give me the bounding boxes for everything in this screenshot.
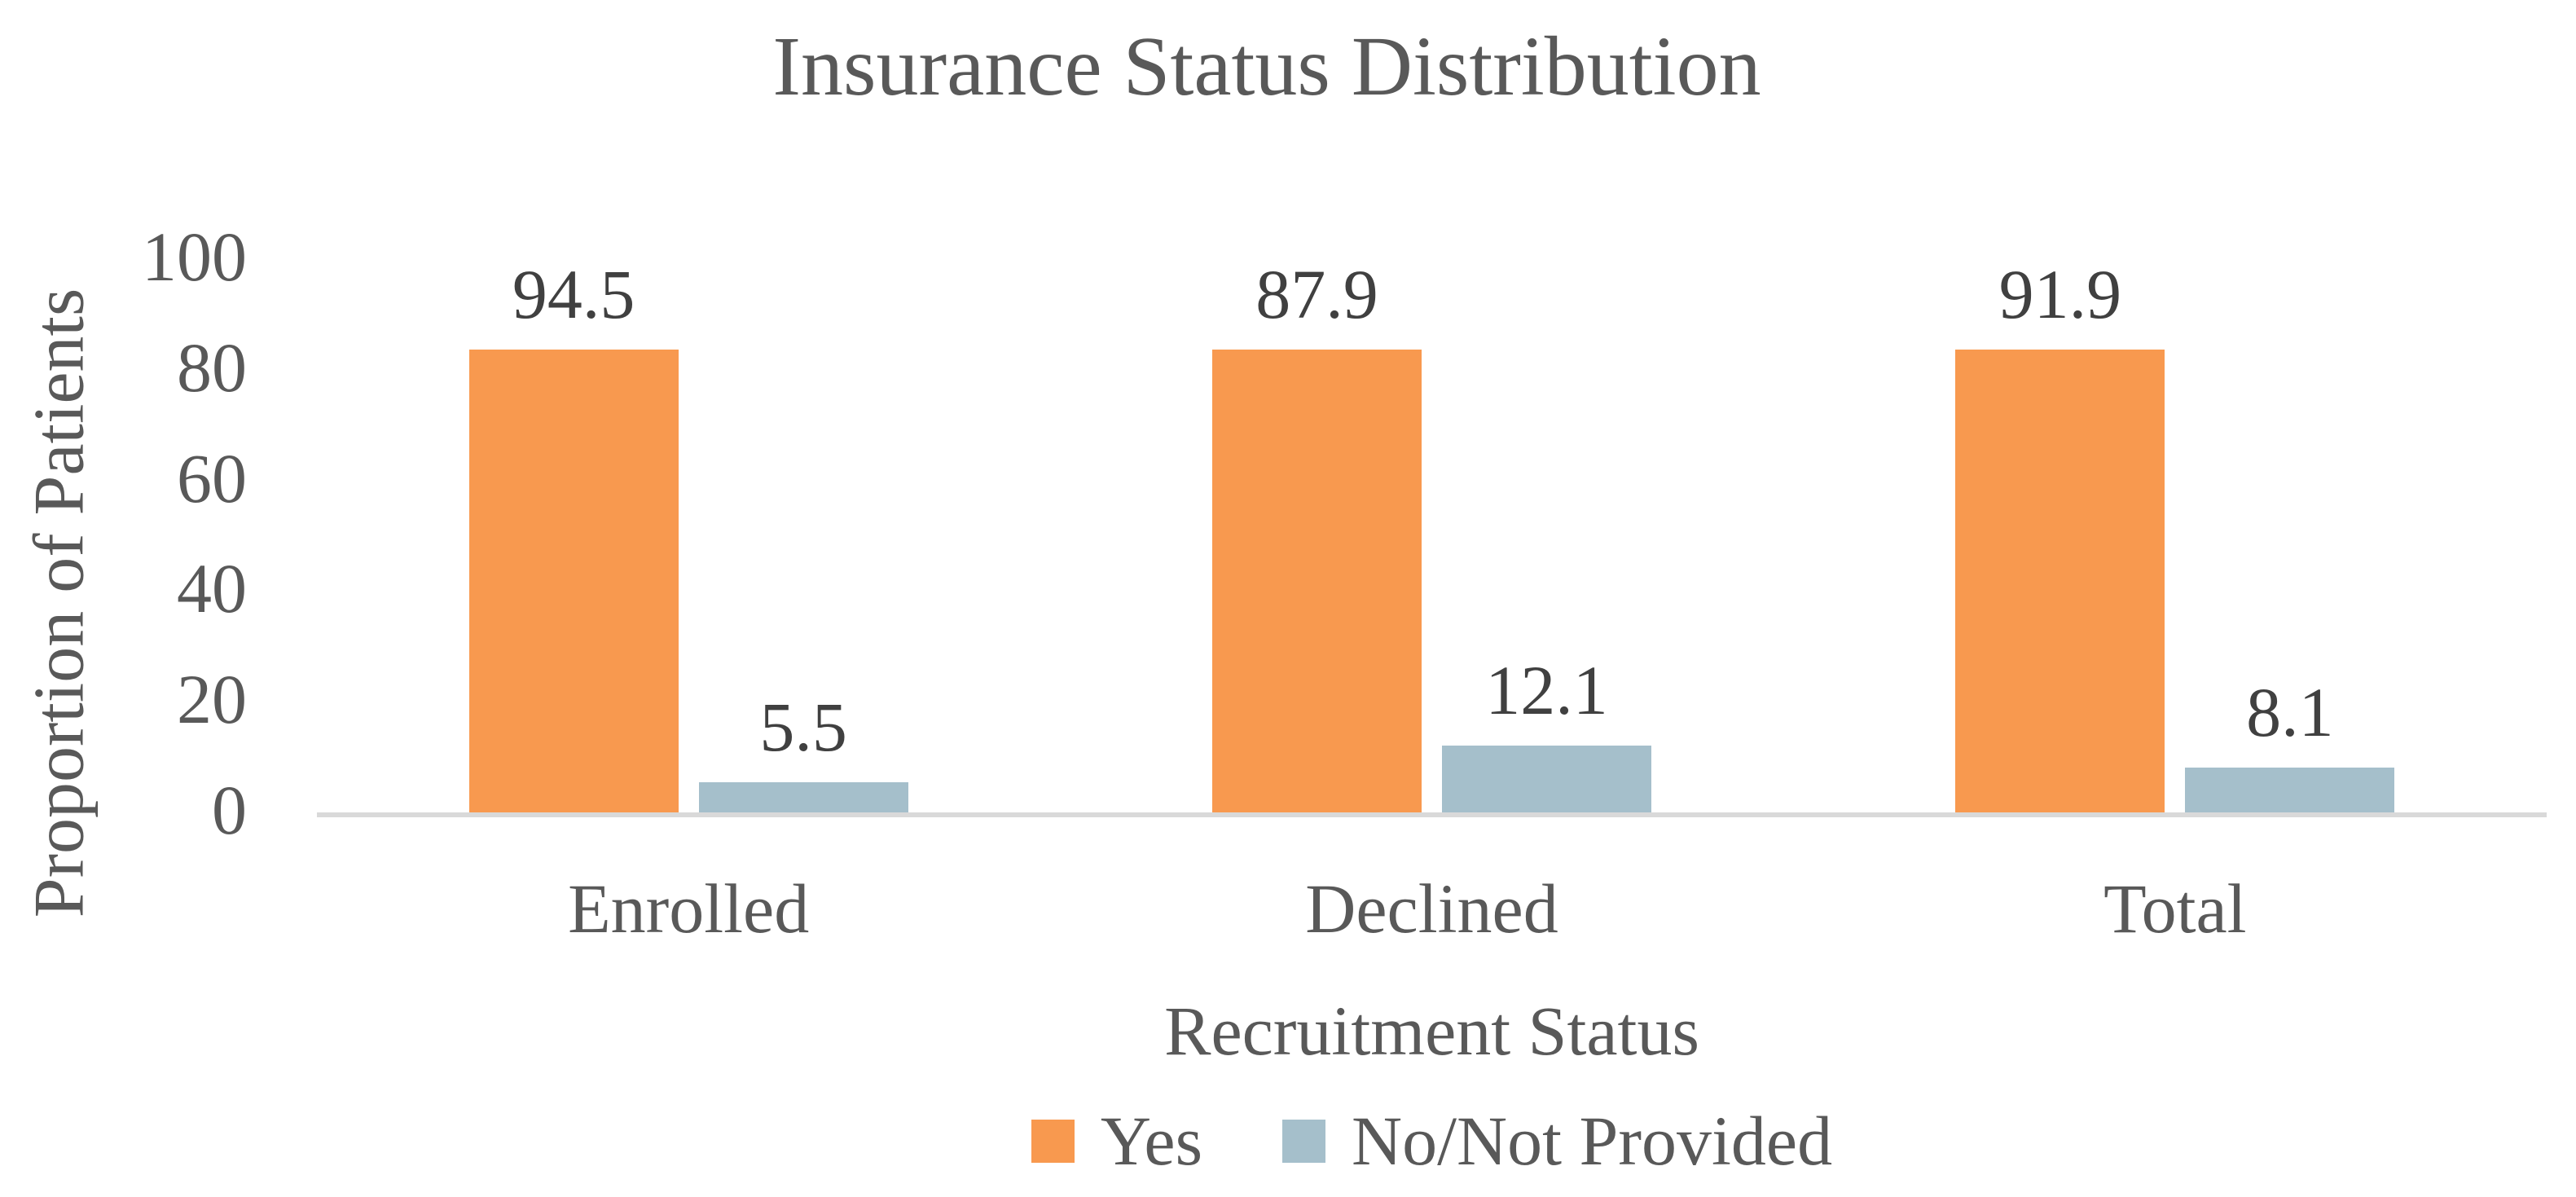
x-category-label-total: Total xyxy=(2103,869,2247,948)
bar-enrolled-no xyxy=(698,781,908,812)
y-tick-label: 40 xyxy=(177,549,247,628)
legend-label: No/Not Provided xyxy=(1352,1102,1833,1180)
bar-total-yes xyxy=(1955,350,2165,812)
plot-area: 94.5 5.5 87.9 12.1 91.9 8.1 xyxy=(317,259,2547,812)
x-category-label-enrolled: Enrolled xyxy=(568,869,810,948)
bar-wrap: 5.5 xyxy=(698,259,908,812)
x-axis-title: Recruitment Status xyxy=(1164,992,1699,1070)
x-axis-category-labels: Enrolled Declined Total xyxy=(317,874,2547,944)
legend-swatch-icon xyxy=(1282,1119,1326,1163)
bar-declined-no xyxy=(1441,745,1651,812)
bar-value-label: 5.5 xyxy=(759,687,847,766)
legend-label: Yes xyxy=(1100,1102,1203,1180)
legend-swatch-icon xyxy=(1031,1119,1075,1163)
bar-wrap: 87.9 xyxy=(1211,255,1422,812)
bar-group-total: 91.9 8.1 xyxy=(1955,259,2395,812)
bar-value-label: 12.1 xyxy=(1485,650,1608,729)
legend-item: No/Not Provided xyxy=(1282,1106,1832,1176)
bar-value-label: 94.5 xyxy=(512,255,635,333)
y-tick-label: 80 xyxy=(177,328,247,407)
bar-value-label: 91.9 xyxy=(1998,255,2122,333)
chart-title: Insurance Status Distribution xyxy=(772,20,1761,113)
bar-value-label: 8.1 xyxy=(2246,673,2334,752)
y-tick-label: 20 xyxy=(177,660,247,739)
bar-wrap: 8.1 xyxy=(2185,259,2395,812)
y-axis-tick-labels: 0 20 40 60 80 100 xyxy=(0,0,247,1197)
bar-wrap: 94.5 xyxy=(468,255,679,812)
bar-value-label: 87.9 xyxy=(1255,255,1378,333)
bar-total-no xyxy=(2185,768,2395,812)
bar-group-enrolled: 94.5 5.5 xyxy=(468,255,908,812)
bar-wrap: 12.1 xyxy=(1441,259,1651,812)
y-tick-label: 0 xyxy=(212,771,247,849)
legend-item: Yes xyxy=(1031,1106,1202,1176)
x-category-label-declined: Declined xyxy=(1305,869,1558,948)
bar-declined-yes xyxy=(1211,350,1422,812)
x-axis-line xyxy=(317,812,2547,817)
bar-group-declined: 87.9 12.1 xyxy=(1211,255,1651,812)
bar-wrap: 91.9 xyxy=(1955,259,2165,812)
bar-enrolled-yes xyxy=(468,350,679,812)
y-tick-label: 60 xyxy=(177,438,247,517)
chart-legend: Yes No/Not Provided xyxy=(317,1097,2547,1185)
y-tick-label: 100 xyxy=(142,218,247,296)
